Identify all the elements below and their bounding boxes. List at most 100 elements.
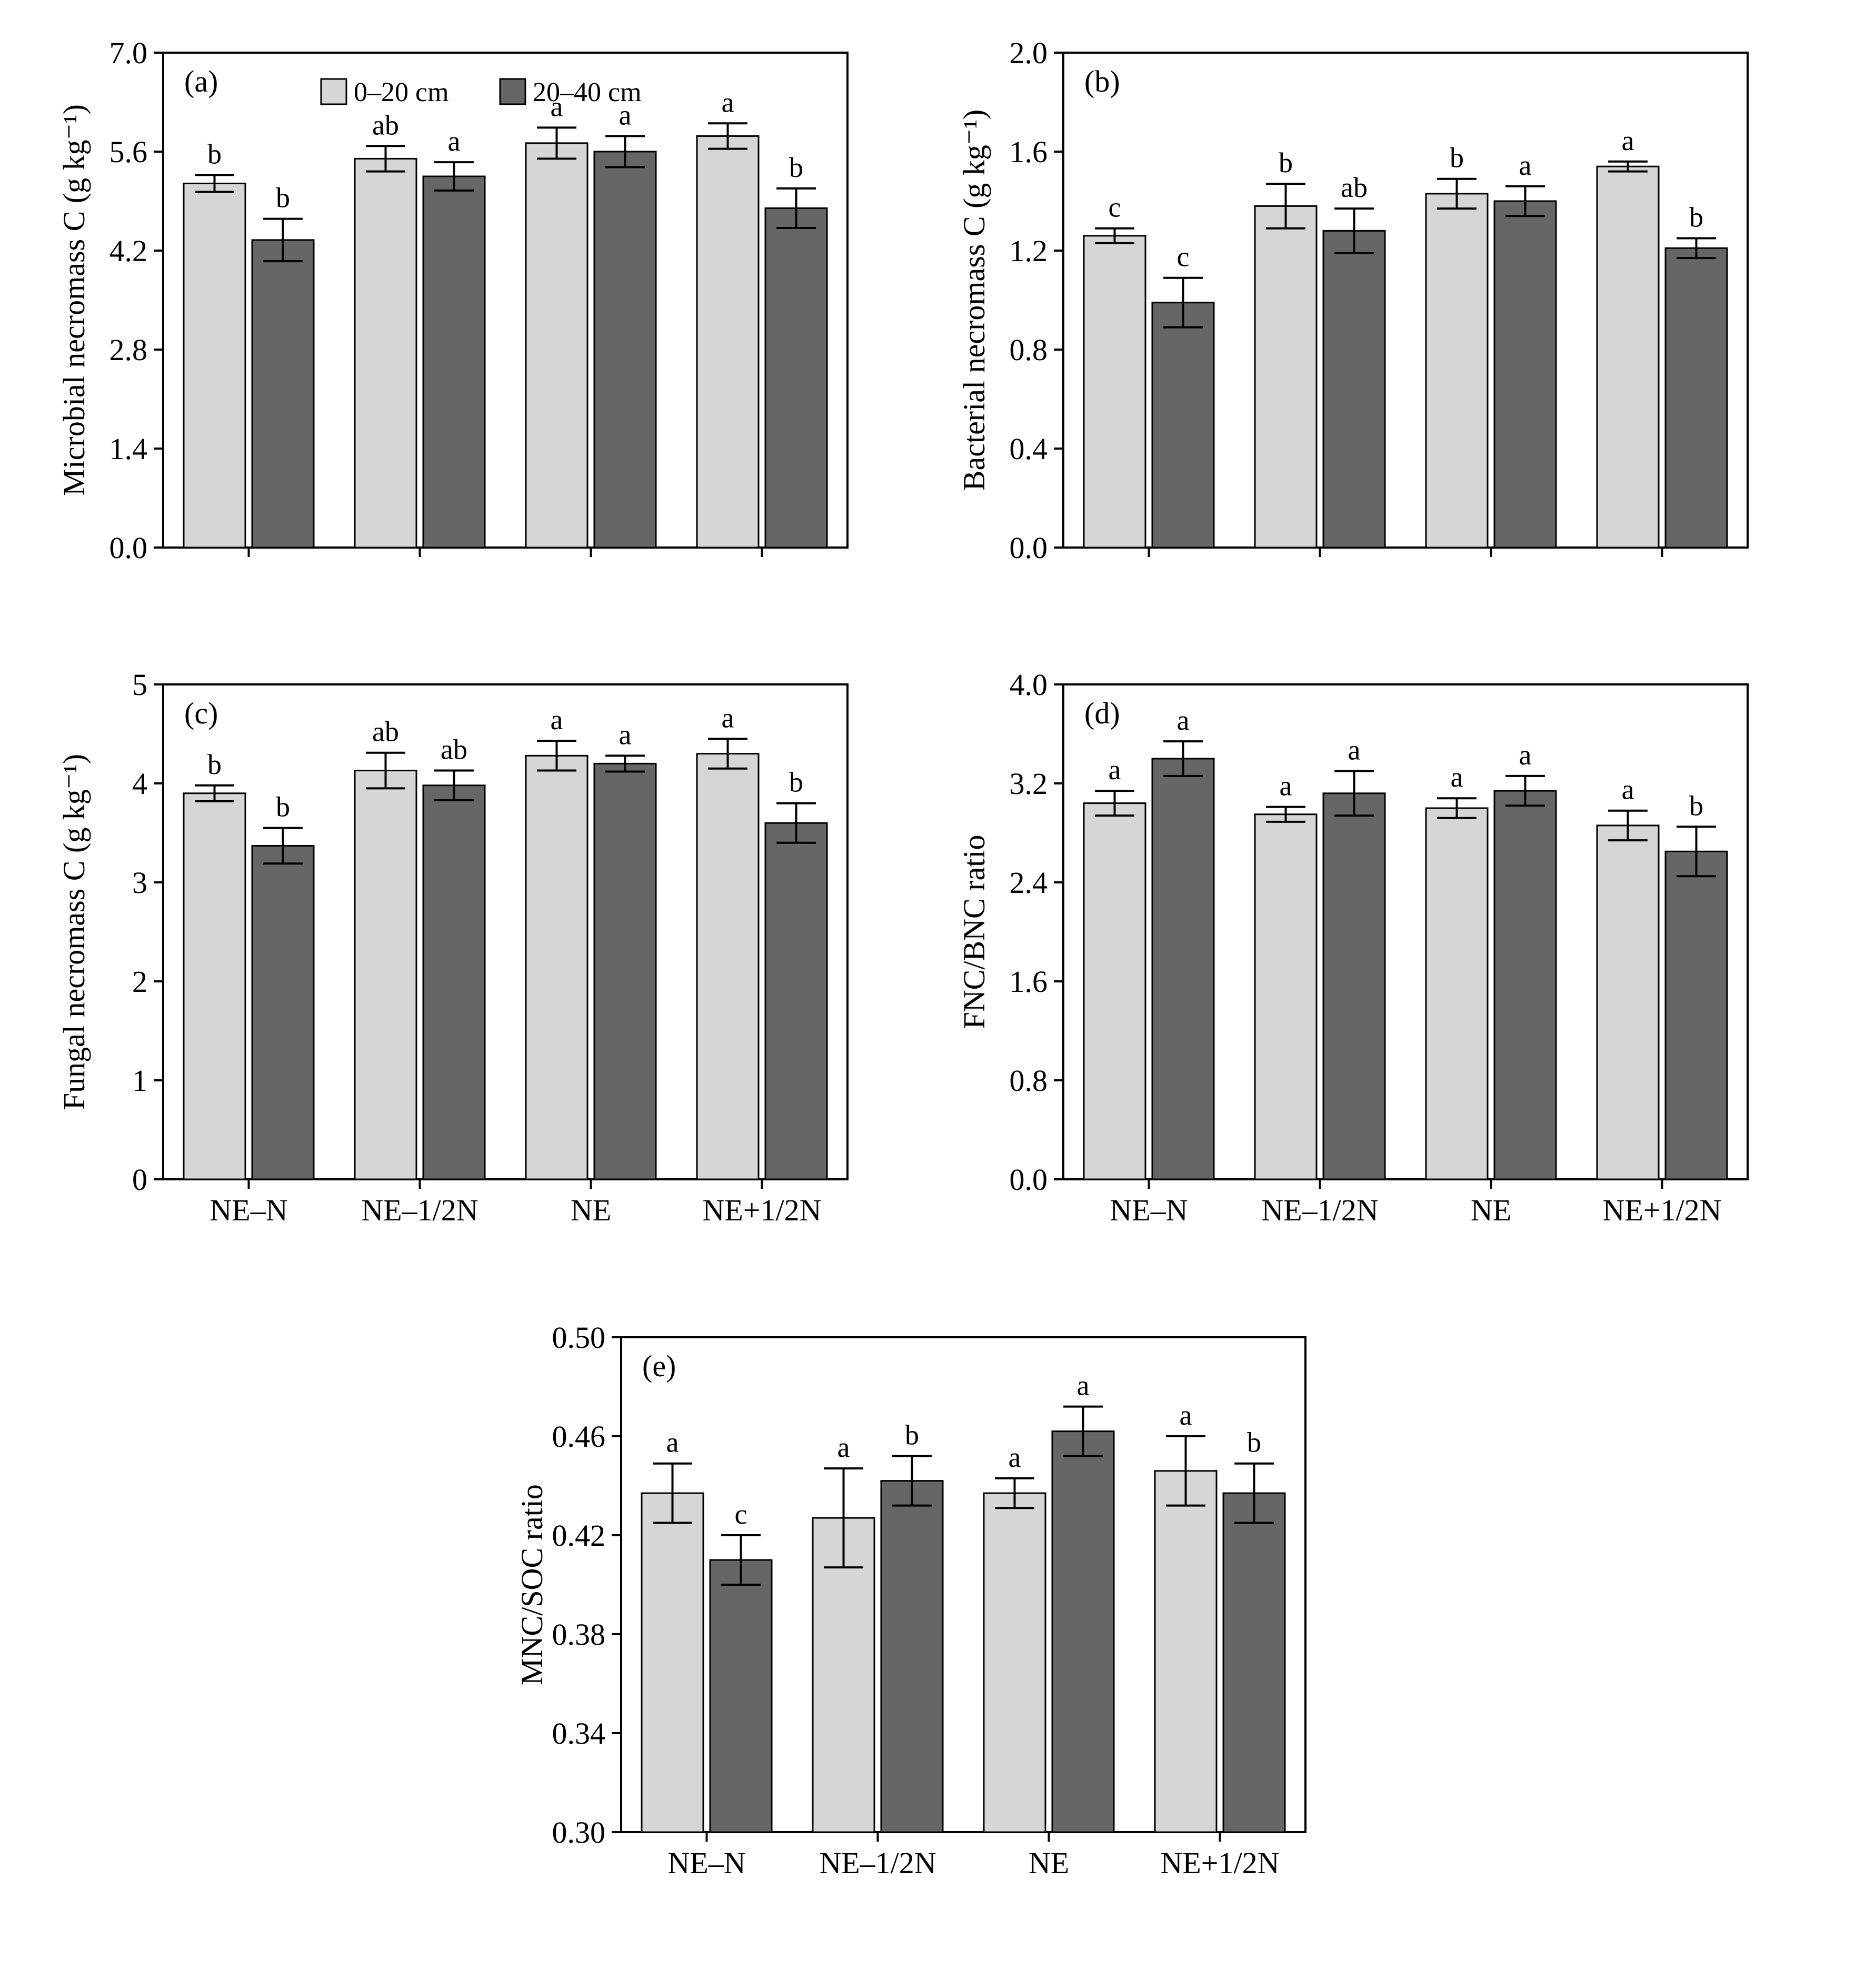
x-tick-label: NE (1471, 1193, 1511, 1227)
sig-letter: a (722, 702, 734, 733)
bar (1426, 194, 1488, 548)
y-tick-label: 2 (132, 965, 147, 999)
bar (423, 786, 485, 1179)
y-tick-label: 0.4 (1010, 432, 1048, 466)
sig-letter: b (276, 182, 290, 214)
sig-letter: b (1279, 147, 1293, 178)
x-tick-label: NE–N (1110, 1193, 1188, 1227)
sig-letter: a (1519, 739, 1532, 771)
y-axis-label: Fungal necromass C (g kg⁻¹) (57, 754, 91, 1110)
y-tick-label: 1.6 (1010, 965, 1048, 999)
y-tick-label: 0.0 (1010, 1162, 1048, 1197)
bar (252, 240, 314, 548)
y-tick-label: 4.2 (109, 234, 148, 268)
bar (765, 823, 827, 1179)
bar (526, 756, 587, 1179)
y-tick-label: 2.8 (109, 333, 148, 367)
bar (184, 183, 245, 548)
sig-letter: b (1689, 790, 1703, 821)
legend-label: 0–20 cm (354, 77, 449, 107)
y-tick-label: 0.38 (552, 1617, 606, 1652)
sig-letter: a (1519, 150, 1532, 181)
panel-c: 012345Fungal necromass C (g kg⁻¹)NE–NbbN… (42, 663, 869, 1242)
sig-letter: b (1247, 1427, 1261, 1458)
y-tick-label: 0.0 (1010, 531, 1048, 565)
y-tick-label: 5.6 (109, 135, 148, 169)
y-tick-label: 4 (132, 767, 147, 801)
y-tick-label: 0.0 (109, 531, 148, 565)
sig-letter: a (1348, 734, 1361, 766)
x-tick-label: NE+1/2N (1160, 1846, 1279, 1880)
x-tick-label: NE–N (667, 1846, 745, 1880)
bar (355, 771, 416, 1179)
y-tick-label: 0.30 (552, 1815, 606, 1850)
bar (1155, 1471, 1216, 1832)
sig-letter: a (619, 719, 632, 750)
x-tick-label: NE+1/2N (702, 1193, 821, 1227)
bar (1084, 236, 1145, 548)
panel-label: (c) (184, 696, 218, 730)
x-tick-label: NE–1/2N (1261, 1193, 1378, 1227)
sig-letter: a (1077, 1370, 1090, 1401)
sig-letter: b (276, 791, 290, 823)
bar (984, 1493, 1045, 1832)
bar (1323, 231, 1385, 548)
bar (642, 1493, 703, 1832)
y-tick-label: 4.0 (1010, 668, 1048, 702)
bar (697, 754, 759, 1179)
x-tick-label: NE (1029, 1846, 1069, 1880)
y-tick-label: 0.8 (1010, 1063, 1048, 1098)
bar (1152, 759, 1214, 1179)
panel-a: 0.01.42.84.25.67.0Microbial necromass C … (42, 32, 869, 611)
bar (355, 158, 416, 548)
y-tick-label: 0 (132, 1162, 147, 1197)
sig-letter: a (1109, 754, 1121, 786)
y-tick-label: 7.0 (109, 36, 148, 70)
x-tick-label: NE–1/2N (819, 1846, 936, 1880)
bar (1665, 248, 1727, 548)
sig-letter: c (1109, 192, 1121, 223)
panel-b: 0.00.40.81.21.62.0Bacterial necromass C … (942, 32, 1769, 611)
bar (710, 1560, 772, 1832)
bar (1597, 826, 1659, 1179)
y-tick-label: 1.6 (1010, 135, 1048, 169)
bar (1323, 793, 1385, 1179)
sig-letter: c (1177, 241, 1190, 273)
sig-letter: a (666, 1427, 679, 1458)
y-axis-label: Bacterial necromass C (g kg⁻¹) (957, 110, 991, 491)
bar (697, 136, 759, 548)
sig-letter: a (1622, 125, 1634, 156)
y-axis-label: FNC/BNC ratio (957, 835, 991, 1029)
bar (765, 208, 827, 548)
y-tick-label: 3 (132, 866, 147, 900)
sig-letter: b (207, 749, 222, 780)
bar (252, 846, 314, 1179)
sig-letter: ab (1341, 172, 1368, 203)
y-tick-label: 0.34 (552, 1716, 606, 1751)
sig-letter: b (1689, 202, 1703, 233)
bar (594, 152, 656, 548)
sig-letter: c (735, 1498, 747, 1530)
figure-root: 0.01.42.84.25.67.0Microbial necromass C … (0, 0, 1855, 1988)
y-tick-label: 0.50 (552, 1320, 606, 1355)
legend-swatch (321, 79, 346, 104)
x-tick-label: NE (571, 1193, 611, 1227)
x-tick-label: NE+1/2N (1602, 1193, 1721, 1227)
bar (1255, 814, 1317, 1179)
bar (184, 793, 245, 1179)
y-tick-label: 2.0 (1010, 36, 1048, 70)
panel-d: 0.00.81.62.43.24.0FNC/BNC ratioNE–NaaNE–… (942, 663, 1769, 1242)
bar (1426, 808, 1488, 1179)
y-axis-label: MNC/SOC ratio (515, 1484, 549, 1685)
panel-label: (e) (642, 1349, 676, 1383)
sig-letter: a (1451, 761, 1463, 793)
sig-letter: a (837, 1432, 850, 1463)
x-tick-label: NE–1/2N (361, 1193, 478, 1227)
sig-letter: a (1180, 1399, 1192, 1431)
sig-letter: a (1622, 774, 1634, 806)
bar (1152, 303, 1214, 548)
sig-letter: a (1009, 1442, 1021, 1473)
sig-letter: b (789, 152, 803, 183)
bar (881, 1481, 943, 1832)
y-tick-label: 1 (132, 1063, 147, 1098)
